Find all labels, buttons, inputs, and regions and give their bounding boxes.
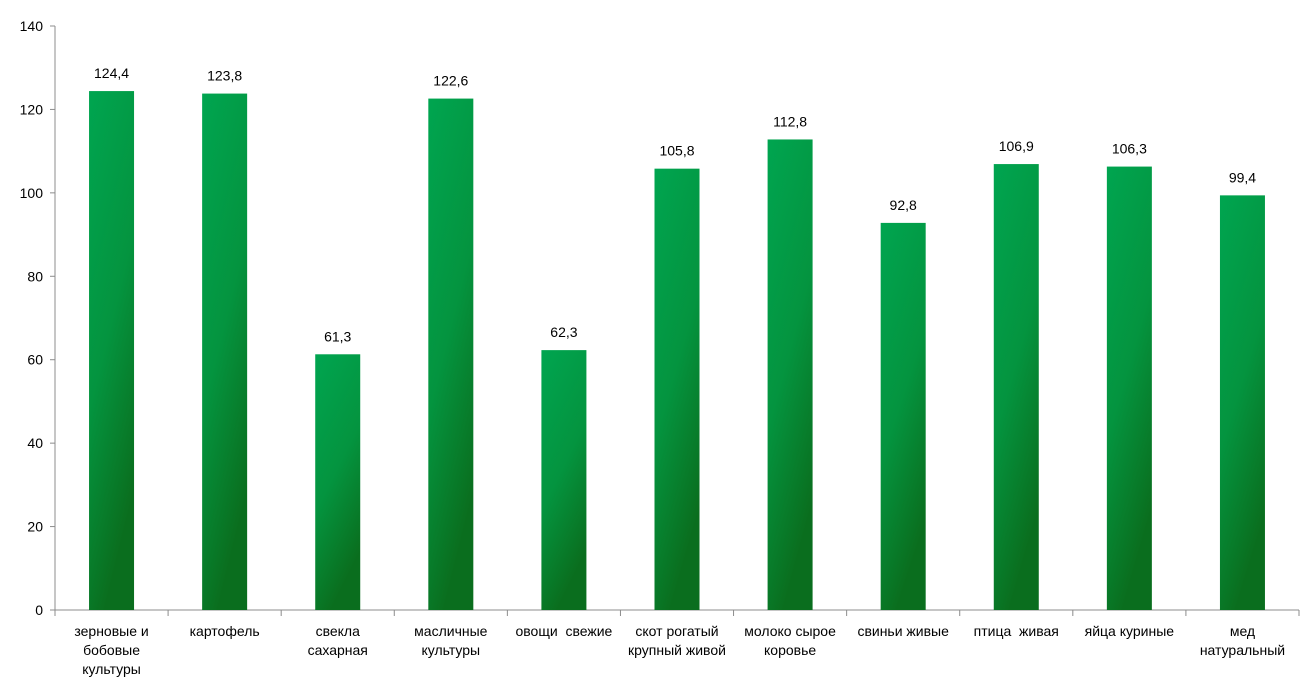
category-label-line: молоко сырое: [744, 623, 836, 639]
y-tick-label: 120: [20, 101, 44, 117]
bar: [315, 354, 361, 610]
axes: 0 20 40 60 80 100 120 140: [20, 18, 1300, 618]
category-label: картофель: [190, 623, 260, 639]
data-label: 92,8: [890, 197, 917, 213]
bar: [654, 168, 700, 611]
bar: [202, 93, 248, 610]
bar: [880, 222, 926, 611]
y-tick-label: 20: [27, 519, 43, 535]
bar: [1219, 195, 1265, 611]
category-label-line: культуры: [422, 642, 481, 658]
category-label: овощи свежие: [515, 623, 612, 639]
y-tick-label: 80: [27, 268, 43, 284]
data-label: 105,8: [659, 143, 694, 159]
category-label-line: скот рогатый: [635, 623, 718, 639]
category-label: яйца куриные: [1085, 623, 1175, 639]
data-label: 106,9: [999, 138, 1034, 154]
category-label-line: мед: [1230, 623, 1255, 639]
category-label-line: культуры: [82, 661, 141, 677]
category-label-line: яйца куриные: [1085, 623, 1175, 639]
y-tick-label: 40: [27, 435, 43, 451]
data-label: 124,4: [94, 65, 129, 81]
category-label-line: птица живая: [974, 623, 1059, 639]
category-label-line: натуральный: [1200, 642, 1285, 658]
data-label: 62,3: [550, 324, 577, 340]
category-label-line: масличные: [414, 623, 487, 639]
data-labels: 124,4 123,8 61,3 122,6 62,3 105,8 112,8 92,8 106…: [94, 65, 1256, 344]
category-label-line: бобовые: [83, 642, 140, 658]
bar: [89, 91, 135, 611]
category-label-line: свиньи живые: [857, 623, 949, 639]
y-tick-label: 60: [27, 352, 43, 368]
data-label: 112,8: [773, 113, 807, 129]
category-label-line: коровье: [764, 642, 816, 658]
category-label: молоко сырое коровье: [744, 623, 836, 658]
bar: [993, 164, 1039, 610]
data-label: 99,4: [1229, 169, 1256, 185]
y-tick-label: 140: [20, 18, 44, 34]
category-label-line: зерновые и: [74, 623, 148, 639]
category-label-line: картофель: [190, 623, 260, 639]
category-label: птица живая: [974, 623, 1059, 639]
data-label: 123,8: [207, 68, 242, 84]
bar: [767, 139, 813, 610]
category-label: свиньи живые: [857, 623, 949, 639]
y-tick-label: 0: [35, 602, 43, 618]
category-label-line: сахарная: [308, 642, 368, 658]
bars: [89, 91, 1265, 611]
category-label: мед натуральный: [1200, 623, 1285, 658]
category-label: скот рогатый крупный живой: [628, 623, 726, 658]
category-label: свекла сахарная: [308, 623, 368, 658]
data-label: 106,3: [1112, 141, 1147, 157]
category-label-line: овощи свежие: [515, 623, 612, 639]
bar: [428, 98, 474, 610]
category-label-line: свекла: [316, 623, 361, 639]
data-label: 61,3: [324, 328, 351, 344]
category-label: зерновые и бобовые культуры: [74, 623, 148, 677]
category-label-line: крупный живой: [628, 642, 726, 658]
y-tick-label: 100: [20, 185, 44, 201]
data-label: 122,6: [433, 73, 468, 89]
bar: [541, 350, 587, 610]
category-label: масличные культуры: [414, 623, 487, 658]
bar: [1106, 166, 1152, 610]
category-labels: зерновые и бобовые культуры картофель свекла…: [74, 623, 1285, 677]
